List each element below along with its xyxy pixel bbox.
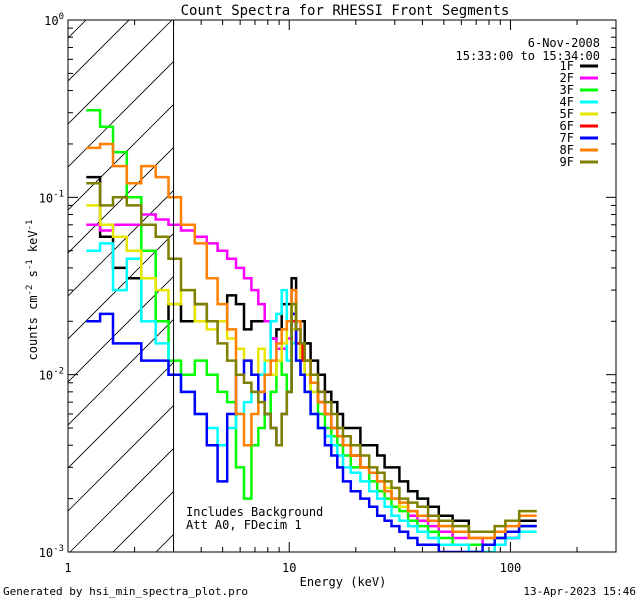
legend-label-5f: 5F	[560, 107, 574, 121]
plot-frame	[67, 19, 617, 553]
series-3f	[86, 108, 537, 546]
y-tick-label: 10-3	[39, 544, 64, 560]
y-tick-label: 10-1	[39, 189, 64, 205]
legend-label-3f: 3F	[560, 83, 574, 97]
annotation-background: Includes Background	[186, 505, 323, 519]
x-tick-label: 10	[282, 561, 296, 575]
legend-label-1f: 1F	[560, 59, 574, 73]
x-axis-label: Energy (keV)	[300, 575, 387, 589]
y-tick-label: 10-2	[39, 367, 64, 383]
series-9f	[86, 182, 537, 534]
series-8f	[86, 142, 537, 540]
y-tick-label: 100	[44, 12, 64, 28]
series-1f	[86, 175, 537, 540]
time-range-label: 15:33:00 to 15:34:00	[456, 49, 601, 63]
legend-label-4f: 4F	[560, 95, 574, 109]
hatched-excluded-region	[68, 20, 174, 552]
legend-label-7f: 7F	[560, 131, 574, 145]
svg-text:counts cm-2 s-1 keV-1: counts cm-2 s-1 keV-1	[25, 220, 40, 361]
legend-label-6f: 6F	[560, 119, 574, 133]
annotation-attenuator: Att A0, FDecim 1	[186, 518, 302, 532]
y-axis-label: counts cm-2 s-1 keV-1	[25, 220, 40, 361]
timestamp-footer: 13-Apr-2023 15:46	[523, 585, 636, 598]
series-7f	[86, 312, 537, 552]
generated-by-footer: Generated by hsi_min_spectra_plot.pro	[3, 585, 248, 598]
chart-title: Count Spectra for RHESSI Front Segments	[181, 3, 510, 19]
x-tick-label: 1	[64, 561, 71, 575]
legend-label-9f: 9F	[560, 155, 574, 169]
date-label: 6-Nov-2008	[528, 36, 600, 50]
x-tick-label: 100	[500, 561, 522, 575]
legend-label-8f: 8F	[560, 143, 574, 157]
legend-label-2f: 2F	[560, 71, 574, 85]
